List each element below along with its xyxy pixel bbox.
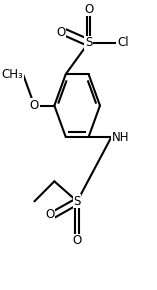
Text: O: O [84, 3, 93, 15]
Text: O: O [73, 234, 82, 247]
Text: O: O [45, 208, 54, 221]
Text: O: O [30, 99, 39, 112]
Text: CH₃: CH₃ [1, 68, 23, 81]
Text: S: S [73, 195, 81, 208]
Text: O: O [57, 26, 66, 39]
Text: Cl: Cl [117, 36, 129, 49]
Text: NH: NH [111, 130, 129, 144]
Text: S: S [85, 36, 92, 49]
